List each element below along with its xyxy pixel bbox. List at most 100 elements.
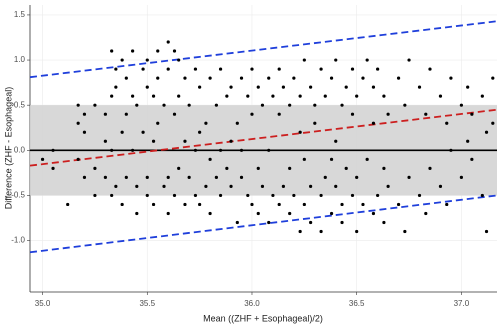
- point: [229, 139, 233, 143]
- point: [131, 148, 135, 152]
- point: [235, 121, 239, 125]
- point: [141, 130, 145, 134]
- point: [302, 202, 306, 207]
- point: [267, 76, 271, 80]
- point: [76, 103, 80, 107]
- point: [302, 58, 306, 62]
- point: [350, 112, 355, 116]
- point: [177, 94, 181, 98]
- point: [313, 121, 317, 125]
- point: [103, 112, 107, 116]
- point: [51, 148, 55, 152]
- point: [417, 85, 422, 89]
- point: [193, 148, 198, 152]
- point: [135, 103, 139, 107]
- point: [355, 94, 359, 98]
- point: [193, 67, 198, 71]
- point: [229, 184, 233, 189]
- point: [260, 103, 265, 107]
- point: [76, 157, 80, 161]
- point: [329, 76, 334, 80]
- point: [110, 148, 114, 152]
- point: [131, 94, 135, 98]
- point: [292, 193, 296, 198]
- point: [403, 229, 407, 234]
- point: [407, 175, 411, 179]
- point: [323, 94, 327, 98]
- point: [491, 121, 495, 125]
- point: [355, 175, 359, 179]
- point: [371, 85, 376, 89]
- point: [376, 193, 380, 198]
- point: [187, 103, 191, 107]
- point: [466, 139, 470, 143]
- point: [114, 184, 118, 189]
- point: [319, 229, 323, 234]
- point: [246, 193, 250, 198]
- point: [120, 202, 124, 207]
- point: [162, 184, 166, 189]
- point: [103, 139, 107, 143]
- point: [340, 103, 344, 107]
- y-tick-label: 1.5: [14, 10, 26, 19]
- point: [187, 175, 191, 179]
- point: [93, 193, 97, 198]
- point: [340, 220, 344, 225]
- point: [298, 229, 302, 234]
- point: [229, 85, 233, 89]
- point: [183, 76, 187, 80]
- point: [309, 85, 313, 89]
- y-tick-label: -1.0: [11, 236, 25, 245]
- point: [141, 67, 145, 71]
- point: [204, 121, 208, 125]
- point: [350, 193, 355, 198]
- point: [145, 175, 149, 179]
- point: [302, 157, 306, 161]
- point: [218, 193, 223, 198]
- point: [445, 121, 449, 125]
- point: [124, 175, 128, 179]
- point: [166, 175, 170, 179]
- point: [438, 94, 443, 98]
- point: [110, 94, 114, 98]
- point: [438, 184, 443, 189]
- point: [281, 184, 285, 189]
- point: [344, 85, 348, 89]
- point: [480, 94, 484, 98]
- point: [256, 211, 260, 216]
- point: [382, 220, 386, 225]
- point: [246, 94, 250, 98]
- point: [407, 58, 411, 62]
- point: [151, 139, 156, 143]
- point: [82, 175, 87, 179]
- point: [103, 175, 107, 179]
- point: [239, 175, 244, 179]
- point: [376, 67, 380, 71]
- x-tick-label: 36.0: [244, 299, 260, 308]
- point: [281, 85, 285, 89]
- point: [382, 94, 386, 98]
- point: [214, 175, 218, 179]
- point: [162, 103, 166, 107]
- point: [350, 67, 355, 71]
- point: [66, 202, 70, 207]
- point: [177, 166, 181, 170]
- point: [131, 49, 135, 53]
- point: [110, 49, 114, 53]
- point: [445, 202, 449, 207]
- point: [386, 184, 390, 189]
- point: [329, 211, 334, 216]
- point: [82, 130, 87, 134]
- point: [166, 67, 170, 71]
- point: [145, 58, 149, 62]
- y-tick-label: 0.0: [14, 145, 26, 154]
- point: [40, 157, 45, 161]
- point: [172, 49, 177, 53]
- point: [298, 94, 302, 98]
- point: [135, 211, 139, 216]
- trend-line: [29, 20, 498, 79]
- point: [250, 67, 254, 71]
- point: [124, 112, 128, 116]
- point: [480, 193, 484, 198]
